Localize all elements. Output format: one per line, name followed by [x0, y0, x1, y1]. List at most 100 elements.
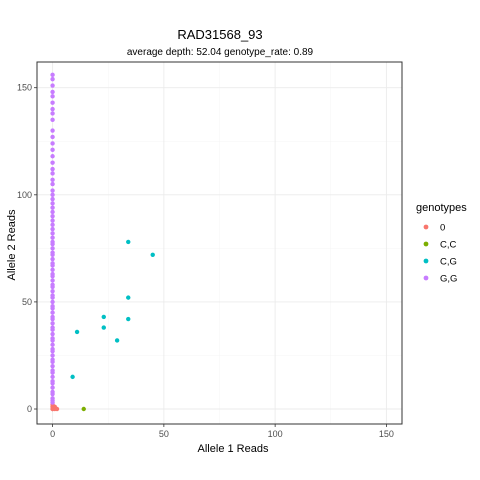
x-tick-label: 50 [159, 429, 169, 439]
data-point-gg [50, 214, 55, 219]
data-point-cg [101, 325, 106, 330]
data-point-gg [50, 89, 55, 95]
data-point-gg [50, 154, 55, 159]
data-point-gg [50, 160, 55, 165]
data-point-gg [50, 241, 55, 247]
legend-label: C,G [440, 257, 457, 268]
data-point-0 [54, 406, 60, 412]
data-point-gg [50, 141, 55, 146]
y-axis-title: Allele 2 Reads [6, 209, 18, 280]
legend-label: 0 [440, 223, 445, 234]
data-point-gg [50, 374, 55, 380]
data-point-gg [50, 147, 55, 153]
data-point-cg [114, 338, 120, 343]
data-point-cg [126, 316, 131, 322]
legend-item: G,G [423, 274, 457, 285]
data-point-gg [50, 306, 55, 311]
data-point-gg [50, 321, 55, 326]
data-point-gg [50, 348, 55, 354]
data-point-gg [50, 342, 55, 347]
data-point-gg [50, 171, 55, 176]
data-point-gg [50, 226, 55, 232]
data-point-cg [101, 314, 106, 320]
data-point-gg [50, 327, 55, 332]
data-point-gg [50, 316, 55, 322]
data-point-gg [50, 222, 55, 227]
data-point-gg [50, 363, 55, 369]
data-point-gg [50, 76, 55, 82]
data-point-gg [50, 106, 55, 112]
data-point-gg [50, 181, 55, 187]
legend-key [423, 224, 429, 230]
data-point-gg [50, 192, 55, 198]
data-point-gg [50, 201, 55, 206]
data-point-gg [50, 370, 55, 375]
legend-item: C,G [423, 257, 457, 268]
data-point-gg [50, 295, 55, 300]
data-point-gg [50, 381, 55, 386]
data-point-gg [50, 83, 55, 88]
panel-border [36, 61, 403, 425]
data-point-gg [50, 209, 55, 215]
data-point-gg [50, 284, 55, 290]
data-point-gg [50, 288, 55, 294]
data-point-gg [50, 196, 55, 202]
legend-label: G,G [440, 274, 457, 285]
data-point-gg [50, 299, 55, 305]
points-layer [50, 72, 155, 412]
legend-key [423, 258, 429, 264]
data-point-cg [74, 329, 80, 335]
data-point-cg [126, 295, 131, 300]
data-point-gg [50, 235, 55, 240]
data-point-gg [50, 128, 55, 133]
data-point-gg [50, 246, 55, 251]
axis-ticks: 0 50 100 150 0 50 100 150 [17, 83, 394, 439]
data-point-gg [50, 263, 55, 268]
data-point-gg [50, 134, 55, 140]
data-point-cg [150, 252, 155, 257]
data-point-gg [50, 111, 55, 116]
data-point-gg [50, 218, 55, 223]
legend-items: 0 C,C C,G G,G [423, 223, 457, 285]
data-point-gg [50, 385, 55, 390]
data-point-gg [50, 166, 55, 172]
data-point-cg [70, 374, 75, 380]
data-point-gg [50, 188, 55, 193]
data-point-gg [50, 274, 55, 279]
x-axis-title: Allele 1 Reads [198, 443, 269, 455]
data-point-gg [50, 72, 55, 78]
data-point-gg [50, 252, 55, 257]
legend: genotypes 0 C,C C,G G,G [416, 202, 467, 285]
data-point-cg [126, 239, 131, 245]
x-tick-label: 150 [379, 429, 394, 439]
chart-subtitle: average depth: 52.04 genotype_rate: 0.89 [127, 47, 314, 58]
data-point-gg [50, 331, 55, 337]
data-point-gg [50, 205, 55, 210]
data-point-gg [50, 256, 55, 262]
data-point-gg [50, 117, 55, 123]
y-tick-label: 0 [27, 404, 32, 414]
data-point-gg [50, 391, 55, 397]
data-point-cc [81, 406, 86, 412]
data-point-gg [50, 400, 55, 405]
legend-item: 0 [423, 223, 445, 234]
panel-grid [37, 62, 402, 424]
data-point-gg [50, 177, 55, 183]
data-point-gg [50, 310, 55, 315]
data-point-gg [50, 353, 55, 358]
data-point-gg [50, 100, 55, 105]
data-point-gg [50, 338, 55, 343]
data-point-gg [50, 278, 55, 283]
legend-key [423, 275, 429, 281]
legend-item: C,C [423, 240, 457, 251]
x-tick-label: 100 [268, 429, 283, 439]
y-tick-label: 50 [22, 297, 32, 307]
data-point-gg [50, 267, 55, 272]
y-tick-label: 150 [17, 83, 32, 93]
data-point-0 [50, 404, 55, 410]
x-tick-label: 0 [50, 429, 55, 439]
y-tick-label: 100 [17, 190, 32, 200]
legend-key [423, 241, 429, 247]
legend-title: genotypes [416, 202, 467, 214]
